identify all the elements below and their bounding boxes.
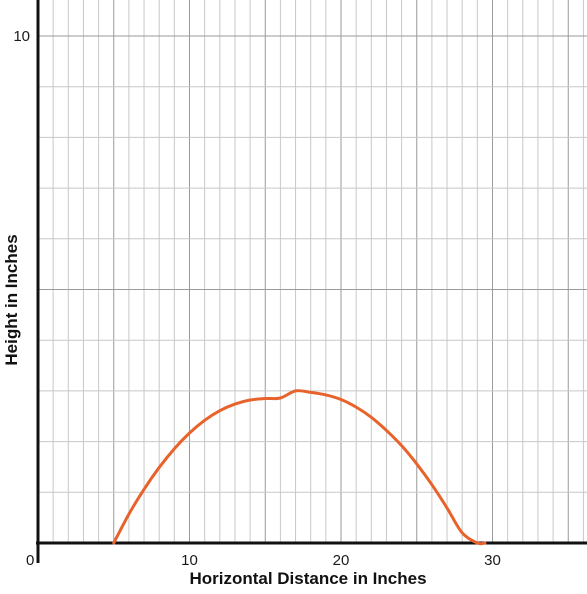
x-tick-label-30: 30 (484, 552, 501, 569)
series (112, 389, 487, 546)
series-line-0 (112, 389, 487, 546)
y-axis-title: Height in Inches (2, 234, 21, 365)
x-axis-title: Horizontal Distance in Inches (189, 569, 426, 588)
origin-label: 0 (26, 552, 34, 569)
grid (38, 0, 587, 543)
x-tick-label-20: 20 (333, 552, 350, 569)
axes (36, 0, 587, 563)
x-tick-label-10: 10 (181, 552, 198, 569)
y-tick-label-10: 10 (13, 28, 30, 45)
tick-labels: 10 20 30 10 (13, 28, 501, 569)
